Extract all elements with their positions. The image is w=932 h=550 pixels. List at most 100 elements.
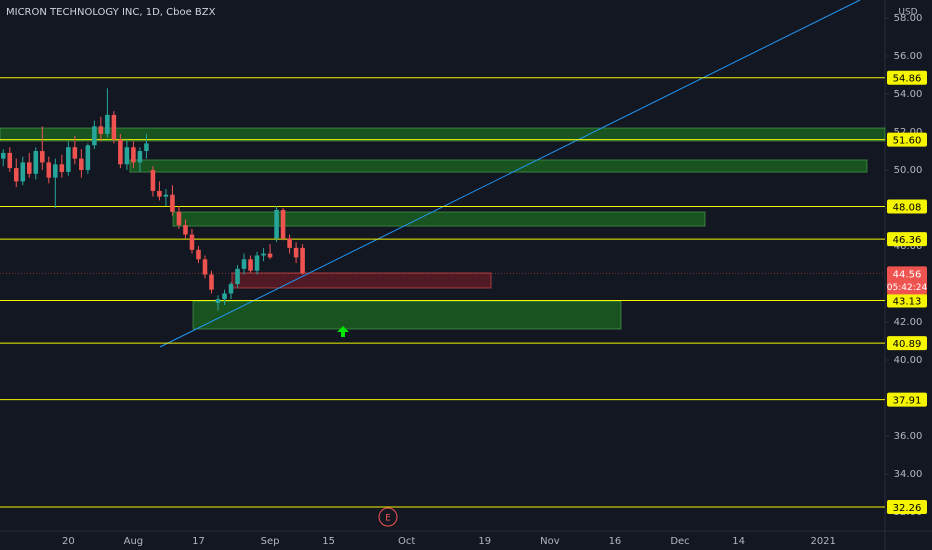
candle-body xyxy=(105,114,110,134)
candle-body xyxy=(66,147,71,172)
candle-body xyxy=(287,238,292,248)
last-price-label: 44.56 xyxy=(893,269,922,280)
level-label: 46.36 xyxy=(893,235,922,246)
level-label: 32.26 xyxy=(893,503,922,514)
y-tick-label: 46.00 xyxy=(894,241,923,252)
candle-body xyxy=(176,211,182,226)
zone xyxy=(172,211,706,227)
candle-body xyxy=(215,299,221,303)
candle-body xyxy=(280,209,286,239)
level-label-box xyxy=(887,336,927,351)
y-tick-label: 36.00 xyxy=(894,431,923,442)
x-tick-label: 20 xyxy=(62,536,75,547)
x-tick-label: Sep xyxy=(261,536,280,547)
x-tick-label: 14 xyxy=(732,536,745,547)
candle-body xyxy=(118,139,123,165)
x-tick-label: 2021 xyxy=(810,536,835,547)
candle-body xyxy=(131,147,136,163)
zone xyxy=(129,159,868,173)
candle-body xyxy=(157,190,162,197)
level-label: 51.60 xyxy=(893,136,922,147)
x-tick-label: 17 xyxy=(192,536,205,547)
candle-body xyxy=(27,162,32,174)
y-tick-label: 50.00 xyxy=(894,165,923,176)
level-label: 43.13 xyxy=(893,297,922,308)
candle-body xyxy=(241,259,247,269)
candle-body xyxy=(46,162,52,178)
zone xyxy=(231,272,492,289)
level-label-box xyxy=(887,70,927,85)
level-label-box xyxy=(887,293,927,308)
candle-body xyxy=(85,145,91,171)
candle-body xyxy=(98,126,104,134)
y-tick-label: 34.00 xyxy=(894,469,923,480)
candle-body xyxy=(20,162,26,182)
x-tick-label: 15 xyxy=(322,536,335,547)
x-tick-label: Dec xyxy=(670,536,689,547)
last-price-box xyxy=(887,266,927,295)
candle-body xyxy=(196,249,201,260)
level-label: 54.86 xyxy=(893,74,922,85)
y-tick-label: 58.00 xyxy=(894,13,923,24)
candle-body xyxy=(254,255,260,271)
candle-body xyxy=(300,247,305,274)
level-label: 37.91 xyxy=(893,396,922,407)
candle-body xyxy=(170,194,175,212)
level-label-box xyxy=(887,232,927,247)
x-tick-label: 16 xyxy=(609,536,622,547)
earnings-letter: E xyxy=(385,514,391,524)
trend-line xyxy=(159,0,861,348)
candle-body xyxy=(248,259,253,271)
candle-body xyxy=(267,253,273,258)
candle-body xyxy=(222,293,227,300)
candle-body xyxy=(150,170,156,191)
level-label-box xyxy=(887,199,927,214)
candle-body xyxy=(144,143,149,152)
zone xyxy=(0,127,886,142)
candle-body xyxy=(189,234,195,250)
candle-body xyxy=(202,259,208,275)
candle-body xyxy=(40,151,45,163)
candle-body xyxy=(92,126,97,146)
candle-body xyxy=(261,253,266,256)
candle-body xyxy=(235,268,240,284)
level-label: 40.89 xyxy=(893,339,922,350)
x-tick-label: Aug xyxy=(124,536,144,547)
zone xyxy=(192,300,622,330)
candle-body xyxy=(0,152,6,159)
x-tick-label: Oct xyxy=(398,536,415,547)
candle-body xyxy=(293,247,299,258)
y-tick-label: 56.00 xyxy=(894,51,923,62)
y-tick-label: 54.00 xyxy=(894,89,923,100)
candle-body xyxy=(13,168,19,182)
candle-body xyxy=(59,164,65,172)
candle-body xyxy=(124,147,130,165)
candle-body xyxy=(163,194,169,197)
chart-title: MICRON TECHNOLOGY INC, 1D, Cboe BZX xyxy=(6,7,216,18)
y-tick-label: 42.00 xyxy=(894,317,923,328)
candle-body xyxy=(33,151,39,174)
y-tick-label: 40.00 xyxy=(894,355,923,366)
currency: USD xyxy=(898,8,917,18)
candle-body xyxy=(228,283,234,294)
earnings-marker xyxy=(378,507,398,527)
up-arrow xyxy=(337,326,349,337)
countdown: 05:42:24 xyxy=(887,283,928,293)
y-tick-label: 52.00 xyxy=(894,127,923,138)
level-label-box xyxy=(887,500,927,515)
level-label-box xyxy=(887,132,927,147)
candle-body xyxy=(7,152,13,169)
candle-body xyxy=(53,164,58,178)
level-label: 48.08 xyxy=(893,202,922,213)
candle-body xyxy=(209,274,214,290)
candle-body xyxy=(137,151,143,163)
candle-body xyxy=(79,158,84,171)
candle-body xyxy=(183,225,188,235)
level-label-box xyxy=(887,392,927,407)
candle-body xyxy=(111,114,117,140)
candle-body xyxy=(274,209,279,239)
candle-body xyxy=(72,147,78,159)
x-tick-label: 19 xyxy=(478,536,491,547)
